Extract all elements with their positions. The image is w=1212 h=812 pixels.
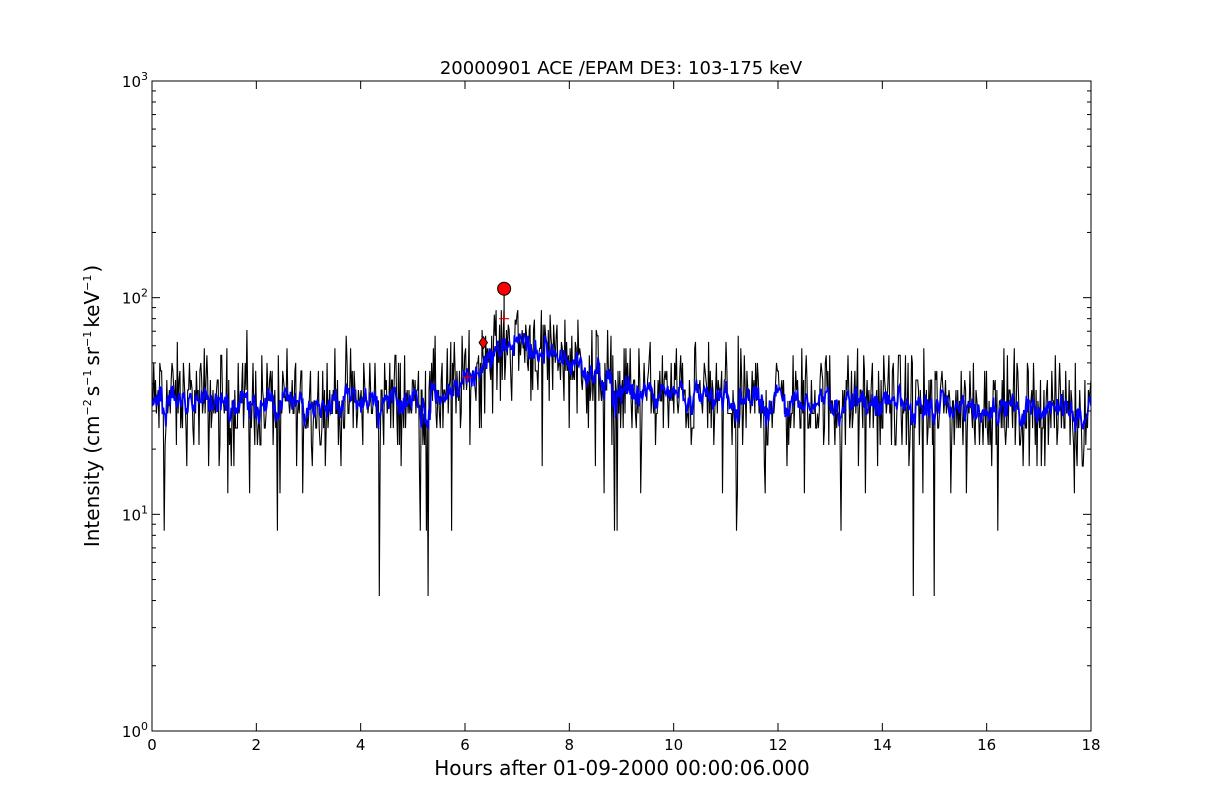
x-tick-label: 4 xyxy=(356,736,366,754)
y-axis-label: Intensity (cm−2s−1sr−1keV−1) xyxy=(80,265,104,547)
x-tick-label: 2 xyxy=(252,736,262,754)
x-tick-label: 6 xyxy=(460,736,470,754)
series-smoothed-blue-line xyxy=(152,333,1091,432)
peak-circle-marker xyxy=(497,281,512,296)
y-tick-label: 102 xyxy=(122,287,148,308)
x-tick-label: 18 xyxy=(1081,736,1100,754)
x-tick-label: 12 xyxy=(768,736,787,754)
chart-title: 20000901 ACE /EPAM DE3: 103-175 keV xyxy=(440,58,803,79)
y-tick-label: 101 xyxy=(122,503,148,524)
plus-marker xyxy=(462,372,473,383)
y-tick-label: 100 xyxy=(122,720,148,741)
ticks: 0 2 4 6 8 10 12 14 16 18 100 101 102 103 xyxy=(122,70,1101,754)
axes-frame xyxy=(151,80,1092,732)
plus-marker xyxy=(499,313,510,324)
x-tick-label: 0 xyxy=(147,736,157,754)
x-axis-label: Hours after 01-09-2000 00:00:06.000 xyxy=(434,756,810,780)
x-tick-label: 14 xyxy=(873,736,892,754)
plot-area xyxy=(152,281,1091,597)
onset-diamond-marker xyxy=(478,335,489,350)
y-tick-label: 103 xyxy=(122,70,148,91)
x-tick-label: 8 xyxy=(565,736,575,754)
x-tick-label: 16 xyxy=(977,736,996,754)
x-tick-label: 10 xyxy=(664,736,683,754)
